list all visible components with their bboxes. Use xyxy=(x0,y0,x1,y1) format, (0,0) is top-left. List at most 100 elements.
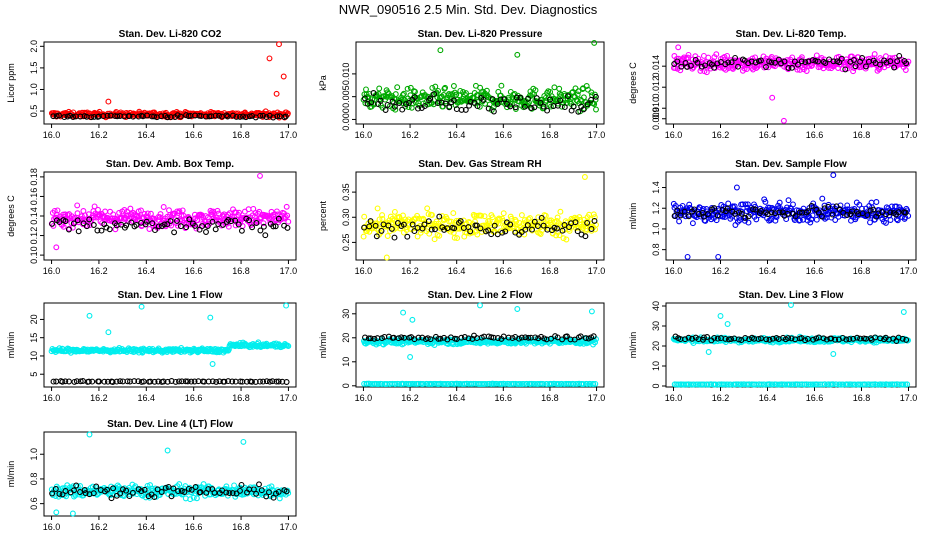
data-point xyxy=(558,91,565,98)
data-point xyxy=(253,220,260,226)
data-point xyxy=(514,51,521,58)
data-point xyxy=(123,222,130,229)
data-point xyxy=(480,96,487,103)
data-point xyxy=(167,114,174,121)
data-point xyxy=(394,84,401,91)
panel-title: Stan. Dev. Line 1 Flow xyxy=(118,290,223,301)
x-tick-label: 17.0 xyxy=(588,266,606,276)
data-point xyxy=(516,220,523,226)
data-point xyxy=(812,57,819,64)
panel-title: Stan. Dev. Li-820 Pressure xyxy=(418,29,543,40)
x-tick-label: 16.8 xyxy=(232,393,250,403)
series-main xyxy=(48,431,292,517)
x-tick-label: 16.4 xyxy=(138,522,156,532)
data-point xyxy=(86,431,93,438)
panel-title: Stan. Dev. Li-820 CO2 xyxy=(119,29,222,40)
y-tick-label: 0.16 xyxy=(29,188,39,206)
data-point xyxy=(249,224,256,231)
data-point xyxy=(580,106,587,113)
data-point xyxy=(177,113,184,120)
data-point xyxy=(780,117,787,124)
y-axis-label: Licor ppm xyxy=(6,63,16,103)
x-tick-label: 16.6 xyxy=(495,130,513,140)
data-point xyxy=(477,302,483,309)
data-point xyxy=(877,61,883,68)
data-point xyxy=(144,210,151,217)
data-point xyxy=(411,94,418,101)
data-point xyxy=(260,223,267,230)
data-point xyxy=(574,91,581,98)
data-point xyxy=(462,106,469,113)
data-point xyxy=(276,41,282,48)
x-tick-label: 16.2 xyxy=(401,130,419,140)
data-point xyxy=(547,96,554,103)
data-point xyxy=(781,58,788,65)
data-point xyxy=(450,210,457,217)
x-tick-label: 16.4 xyxy=(138,266,156,276)
y-tick-label: 0.14 xyxy=(29,207,39,225)
x-tick-label: 16.8 xyxy=(232,522,250,532)
y-tick-label: 0.010 xyxy=(651,97,661,120)
data-point xyxy=(851,57,857,63)
data-point xyxy=(903,60,910,67)
data-point xyxy=(86,312,93,319)
data-point xyxy=(67,112,74,119)
data-point xyxy=(384,101,391,108)
data-point xyxy=(384,233,391,239)
data-point xyxy=(446,104,453,111)
data-point xyxy=(558,103,565,110)
y-tick-label: 0.12 xyxy=(29,227,39,245)
data-point xyxy=(803,68,810,74)
data-point xyxy=(128,219,135,226)
data-point xyxy=(161,221,168,228)
x-tick-label: 16.4 xyxy=(138,130,156,140)
data-point xyxy=(748,58,755,65)
data-point xyxy=(389,98,396,105)
data-point xyxy=(157,211,164,218)
panel-3: Stan. Dev. Li-820 Temp. degrees C 16.0 16.2… xyxy=(628,29,917,140)
y-axis-label: degrees C xyxy=(6,195,16,237)
data-point xyxy=(769,94,776,101)
data-point xyxy=(830,172,837,179)
data-point xyxy=(396,214,403,220)
y-tick-label: 0.10 xyxy=(29,246,39,264)
data-point xyxy=(435,87,442,94)
y-tick-label: 2.0 xyxy=(29,40,39,53)
data-point xyxy=(437,47,444,54)
data-point xyxy=(232,217,239,224)
x-tick-label: 16.0 xyxy=(43,130,61,140)
data-point xyxy=(78,213,85,220)
data-point xyxy=(481,222,488,229)
data-point xyxy=(715,253,722,260)
data-point xyxy=(794,61,801,68)
x-tick-label: 16.8 xyxy=(232,130,250,140)
data-point xyxy=(403,101,409,108)
series-main xyxy=(48,172,292,251)
data-point xyxy=(262,232,269,239)
data-point xyxy=(714,60,721,67)
data-point xyxy=(65,226,72,233)
data-point xyxy=(436,213,443,220)
x-tick-label: 16.6 xyxy=(185,266,203,276)
data-point xyxy=(485,105,492,112)
series-ref xyxy=(49,215,291,239)
data-point xyxy=(212,226,219,233)
data-point xyxy=(376,216,383,223)
data-point xyxy=(225,223,232,230)
y-tick-label: 10 xyxy=(341,357,351,367)
x-tick-label: 16.6 xyxy=(806,393,824,403)
data-point xyxy=(94,227,101,234)
data-point xyxy=(409,316,416,323)
data-point xyxy=(467,98,474,105)
data-point xyxy=(283,302,290,309)
data-point xyxy=(513,218,520,225)
data-point xyxy=(500,210,507,217)
data-point xyxy=(138,207,144,214)
data-point xyxy=(149,220,156,227)
data-point xyxy=(70,220,77,227)
data-point xyxy=(143,213,150,220)
data-point xyxy=(583,83,590,89)
data-point xyxy=(689,220,696,227)
series-main xyxy=(670,302,912,357)
x-tick-label: 16.8 xyxy=(853,393,871,403)
